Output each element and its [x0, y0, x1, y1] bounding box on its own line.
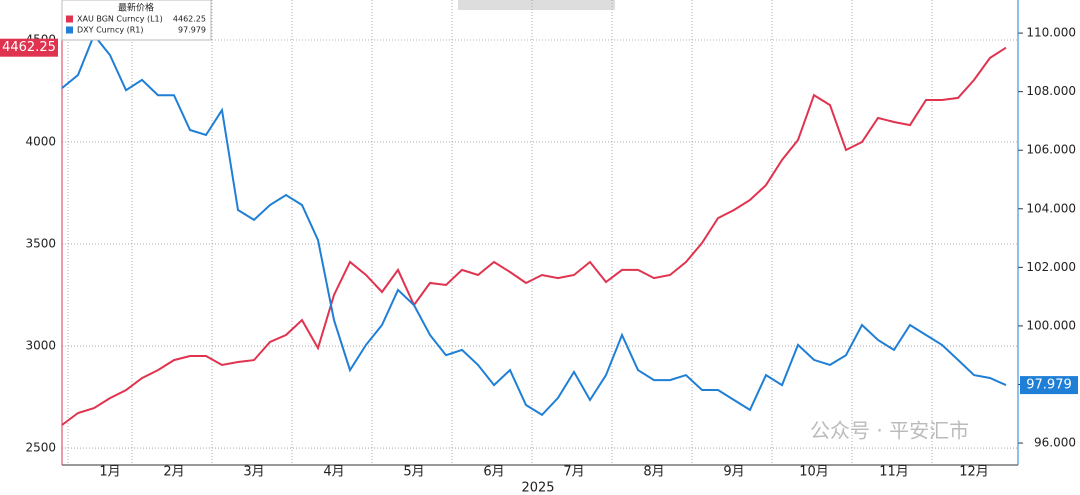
- legend-value: 97.979: [178, 26, 206, 35]
- y2-tick-label: 102.000: [1026, 260, 1076, 274]
- x-tick-label: 10月: [799, 465, 829, 480]
- legend: 最新价格 XAU BGN Curncy (L1) 4462.25 DXY Curnc…: [61, 0, 212, 41]
- legend-label: XAU BGN Curncy (L1): [77, 15, 163, 24]
- x-tick-label: 11月: [879, 465, 909, 480]
- y-tick-label: 3500: [25, 237, 56, 251]
- legend-swatch: [66, 26, 73, 34]
- x-tick-label: 9月: [723, 465, 744, 480]
- last-value-box: [0, 38, 58, 57]
- x-tick-label: 5月: [403, 465, 424, 480]
- line-series: [61, 33, 1007, 417]
- y-tick-label: 3000: [25, 339, 56, 353]
- y2-tick-label: 110.000: [1026, 26, 1076, 40]
- last-value-label: 97.979: [1026, 378, 1072, 393]
- x-axis-label: 2025: [521, 481, 554, 495]
- y2-tick-label: 106.000: [1026, 143, 1076, 157]
- x-tick-label: 2月: [163, 465, 184, 480]
- x-tick-label: 3月: [243, 465, 264, 480]
- last-value-label: 4462.25: [2, 40, 56, 55]
- last-value-box: [1020, 376, 1078, 395]
- x-tick-label: 12月: [959, 465, 989, 480]
- x-tick-label: 7月: [563, 465, 584, 480]
- legend-value: 4462.25: [173, 15, 206, 24]
- legend-box: [61, 0, 212, 41]
- y2-tick-label: 100.000: [1026, 318, 1076, 332]
- line-series: [61, 46, 1007, 426]
- watermark: 公众号 · 平安汇市: [810, 419, 969, 443]
- toolbar: [458, 0, 615, 10]
- y-tick-label: 2500: [25, 441, 56, 455]
- legend-label: DXY Curncy (R1): [77, 26, 144, 35]
- y-tick-label: 4000: [25, 135, 56, 149]
- legend-swatch: [66, 15, 73, 23]
- x-tick-label: 1月: [99, 465, 120, 480]
- legend-title: 最新价格: [118, 2, 154, 14]
- x-tick-label: 8月: [643, 465, 664, 480]
- x-tick-label: 6月: [483, 465, 504, 480]
- x-tick-label: 4月: [323, 465, 344, 480]
- y2-tick-label: 104.000: [1026, 201, 1076, 215]
- y2-tick-label: 96.000: [1034, 436, 1076, 450]
- y2-tick-label: 108.000: [1026, 84, 1076, 98]
